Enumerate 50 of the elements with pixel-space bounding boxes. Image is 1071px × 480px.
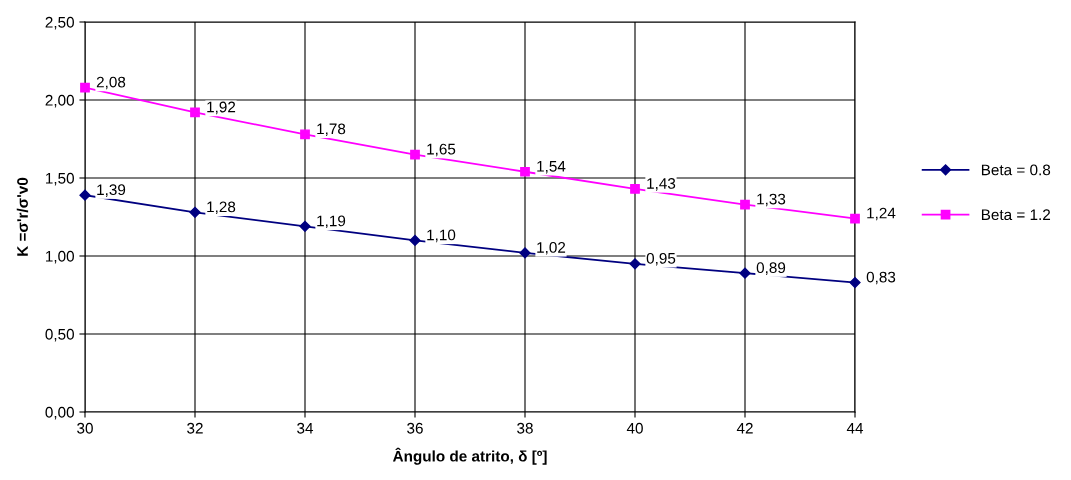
data-label: 1,10 <box>427 229 456 243</box>
y-tick-label: 2,50 <box>45 16 74 30</box>
x-tick-label: 40 <box>626 422 643 434</box>
x-tick-label: 30 <box>77 422 93 434</box>
y-tick-label: 1,00 <box>46 250 74 264</box>
point <box>630 184 640 194</box>
data-label: 2,08 <box>96 76 126 90</box>
data-label: 0,95 <box>646 252 676 266</box>
point <box>300 129 310 140</box>
point <box>80 82 90 93</box>
data-label: 1,24 <box>867 207 896 221</box>
data-label: 0,83 <box>866 271 896 285</box>
x-axis-title: Ângulo de atrito, δ [º] <box>392 447 547 465</box>
x-tick-label: 36 <box>407 422 423 434</box>
point <box>519 247 531 259</box>
y-axis-title: K =σ'r/σ'v0 <box>16 177 29 256</box>
data-label: 0,89 <box>756 262 786 275</box>
data-label: 1,02 <box>537 242 566 255</box>
y-tick-label: 0,00 <box>45 406 74 420</box>
data-label: 1,65 <box>427 143 456 157</box>
point <box>740 199 750 210</box>
point <box>409 234 421 247</box>
data-label: 1,54 <box>537 161 566 174</box>
point <box>410 149 420 160</box>
point <box>190 107 200 118</box>
y-tick-label: 0,50 <box>45 328 74 342</box>
legend-label: Beta = 0.8 <box>981 164 1051 176</box>
y-tick-label: 2,00 <box>45 94 74 108</box>
x-tick-label: 32 <box>187 422 203 434</box>
x-tick-label: 44 <box>846 422 864 434</box>
point <box>79 189 91 201</box>
y-tick-label: 1,50 <box>46 172 74 186</box>
data-label: 1,28 <box>207 201 236 215</box>
legend-label: Beta = 1.2 <box>981 209 1051 221</box>
data-label: 1,33 <box>757 193 786 207</box>
x-tick-label: 42 <box>736 422 753 434</box>
point <box>629 258 641 270</box>
data-label: 1,39 <box>97 184 126 197</box>
point <box>520 166 530 177</box>
data-label: 1,92 <box>207 101 236 115</box>
point <box>739 267 751 279</box>
data-label: 1,19 <box>317 215 346 229</box>
point <box>850 213 860 224</box>
point <box>849 276 861 289</box>
data-label: 1,43 <box>647 178 676 191</box>
data-label: 1,78 <box>317 123 346 137</box>
point <box>189 206 201 218</box>
point <box>299 220 311 232</box>
x-tick-label: 38 <box>517 422 533 434</box>
x-tick-label: 34 <box>297 422 314 434</box>
